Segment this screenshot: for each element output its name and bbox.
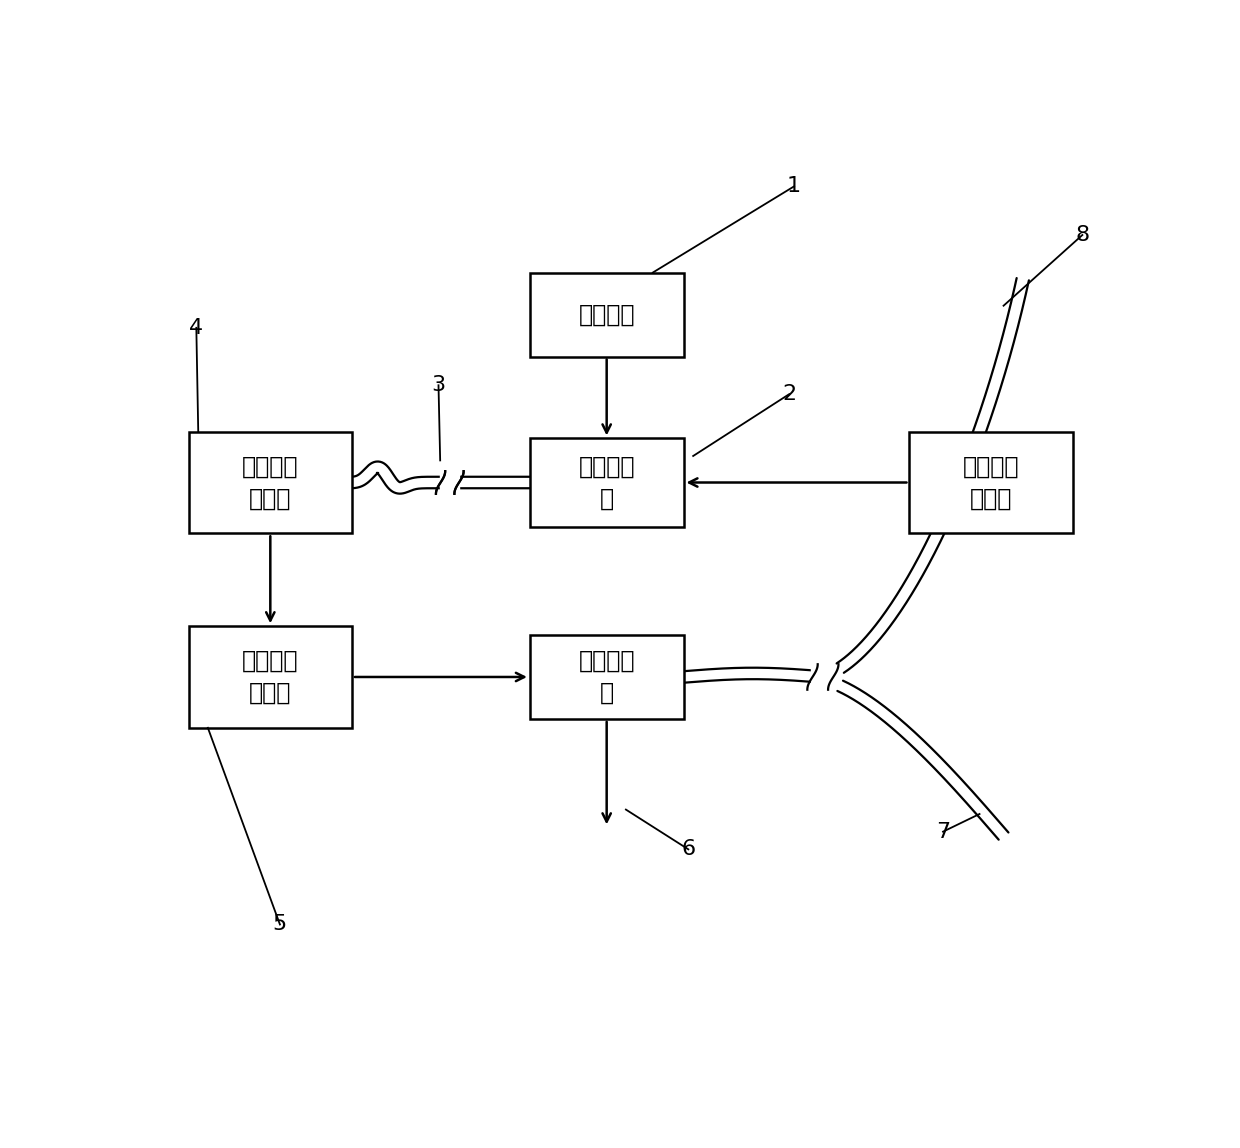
Text: 1: 1 xyxy=(787,177,801,196)
Bar xyxy=(909,432,1073,534)
Text: 偏振相关
隔离器: 偏振相关 隔离器 xyxy=(242,649,299,705)
Bar xyxy=(188,432,352,534)
Text: 第二偏振
控制器: 第二偏振 控制器 xyxy=(962,455,1019,511)
Bar xyxy=(529,272,683,357)
Bar xyxy=(811,659,835,695)
Text: 4: 4 xyxy=(190,318,203,338)
Text: 第一偏振
控制器: 第一偏振 控制器 xyxy=(242,455,299,511)
Text: 8: 8 xyxy=(1075,225,1090,245)
Bar xyxy=(529,439,683,527)
Text: 7: 7 xyxy=(936,822,950,841)
Text: 泵浦光源: 泵浦光源 xyxy=(578,303,635,326)
Text: 2: 2 xyxy=(782,385,796,404)
Bar xyxy=(440,466,459,498)
Text: 光纤耦合
器: 光纤耦合 器 xyxy=(578,649,635,705)
Bar xyxy=(188,626,352,728)
Text: 5: 5 xyxy=(273,915,286,934)
Bar xyxy=(529,635,683,719)
Text: 3: 3 xyxy=(432,375,445,395)
Text: 6: 6 xyxy=(681,839,696,860)
Text: 波分复用
器: 波分复用 器 xyxy=(578,455,635,511)
